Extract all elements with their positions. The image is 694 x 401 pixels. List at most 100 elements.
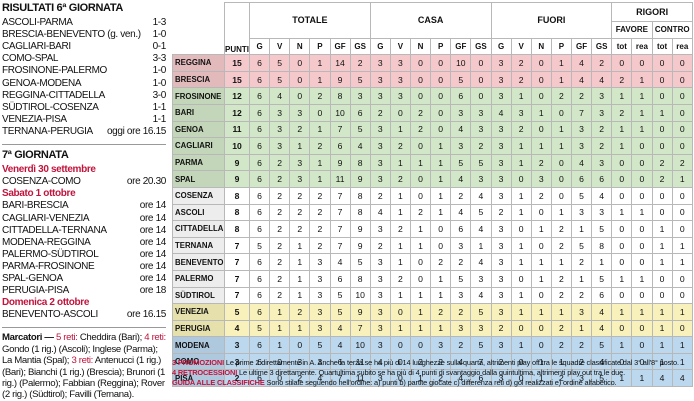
stat-cell: 1 bbox=[289, 269, 311, 288]
stat-cell: 1 bbox=[389, 203, 412, 222]
stat-cell: 2 bbox=[611, 103, 633, 122]
stat-cell: 8 bbox=[349, 269, 371, 288]
stat-cell: 3 bbox=[289, 103, 311, 122]
score: 1-0 bbox=[152, 65, 167, 77]
stat-cell: 3 bbox=[490, 87, 512, 105]
stat-cell: 3 bbox=[591, 203, 613, 222]
team-name: FROSINONE bbox=[172, 87, 225, 105]
stat-cell: 3 bbox=[570, 303, 593, 321]
stat-cell: 1 bbox=[611, 303, 633, 321]
stat-cell: 1 bbox=[651, 236, 673, 255]
points: 15 bbox=[224, 70, 250, 89]
team-row: COSENZA 8 6 2 2 2 7 8 2 1 0 1 2 4 3 1 2 0 5 4 0 0 0 0 bbox=[172, 186, 694, 205]
points: 8 bbox=[224, 186, 250, 205]
stat-cell: 3 bbox=[470, 120, 492, 139]
stat-cell: 6 bbox=[248, 336, 271, 354]
stat-cell: 2 bbox=[309, 220, 331, 238]
stat-cell: 0 bbox=[611, 319, 633, 338]
stat-cell: 1 bbox=[409, 236, 432, 255]
stat-cell: 0 bbox=[550, 186, 573, 205]
match: BENEVENTO-ASCOLI bbox=[2, 309, 98, 321]
stat-cell: 2 bbox=[269, 203, 291, 222]
points: 15 bbox=[224, 54, 250, 72]
stat-cell: 9 bbox=[349, 236, 371, 255]
stat-cell: 0 bbox=[289, 70, 311, 89]
stat-cell: 1 bbox=[289, 236, 311, 255]
stat-cell: 2 bbox=[550, 286, 573, 305]
stat-cell: 0 bbox=[651, 203, 673, 222]
stat-cell: 1 bbox=[611, 269, 633, 288]
scorer-names: Gondo (1 rig.) (Ascoli); Inglese (Parma)… bbox=[2, 343, 158, 367]
fixture-row: BARI-BRESCIA ore 14 bbox=[2, 200, 166, 212]
column-header: GF bbox=[329, 37, 351, 56]
stat-cell: 3 bbox=[309, 319, 331, 338]
team-row: PARMA 9 6 2 3 1 9 8 3 1 1 1 5 5 3 1 2 0 4 3 0 0 2 2 bbox=[172, 153, 694, 172]
stat-cell: 1 bbox=[269, 336, 291, 354]
stat-cell: 4 bbox=[450, 120, 472, 139]
column-header: G bbox=[490, 37, 512, 56]
stat-cell: 0 bbox=[611, 286, 633, 305]
match: BARI-BRESCIA bbox=[2, 200, 69, 212]
stat-cell: 6 bbox=[329, 137, 351, 155]
stat-cell: 2 bbox=[269, 186, 291, 205]
stat-cell: 6 bbox=[248, 153, 271, 172]
stat-cell: 0 bbox=[530, 236, 552, 255]
team-name: ASCOLI bbox=[172, 203, 225, 222]
stat-cell: 1 bbox=[510, 153, 532, 172]
stat-cell: 3 bbox=[490, 269, 512, 288]
stat-cell: 3 bbox=[591, 153, 613, 172]
fixture-row: BENEVENTO-ASCOLI ore 16.15 bbox=[2, 309, 166, 321]
stat-cell: 5 bbox=[450, 153, 472, 172]
time: ore 14 bbox=[139, 224, 167, 236]
time: ore 14 bbox=[139, 200, 167, 212]
stat-cell: 7 bbox=[329, 120, 351, 139]
stat-cell: 2 bbox=[591, 120, 613, 139]
stat-cell: 1 bbox=[510, 286, 532, 305]
note-text: Le prime 2 direttamente in A. Anche la t… bbox=[225, 358, 679, 367]
match: COSENZA-COMO bbox=[2, 176, 81, 188]
stat-cell: 0 bbox=[631, 170, 653, 188]
group-header: FUORI bbox=[490, 2, 613, 39]
stat-cell: 1 bbox=[510, 203, 532, 222]
stat-cell: 4 bbox=[470, 286, 492, 305]
column-header: GF bbox=[570, 37, 593, 56]
stat-cell: 3 bbox=[309, 303, 331, 321]
points: 9 bbox=[224, 153, 250, 172]
stat-cell: 2 bbox=[570, 286, 593, 305]
stat-cell: 0 bbox=[671, 220, 694, 238]
stat-cell: 3 bbox=[510, 103, 532, 122]
team-row: VENEZIA 5 6 1 2 3 5 9 3 0 1 2 2 5 3 1 1 1 3 4 1 1 1 1 bbox=[172, 303, 694, 321]
stat-cell: 4 bbox=[450, 203, 472, 222]
stat-cell: 0 bbox=[631, 220, 653, 238]
stat-cell: 1 bbox=[309, 54, 331, 72]
stat-cell: 3 bbox=[369, 319, 391, 338]
column-header: rea bbox=[631, 37, 653, 56]
stat-cell: 2 bbox=[289, 186, 311, 205]
goals-label: 4 reti: bbox=[144, 332, 166, 344]
stat-cell: 2 bbox=[269, 269, 291, 288]
score: 3-3 bbox=[152, 53, 167, 65]
stat-cell: 1 bbox=[651, 103, 673, 122]
stat-cell: 0 bbox=[611, 186, 633, 205]
stat-cell: 1 bbox=[389, 120, 412, 139]
stat-cell: 6 bbox=[248, 220, 271, 238]
stat-cell: 0 bbox=[631, 319, 653, 338]
stat-cell: 3 bbox=[389, 70, 412, 89]
stat-cell: 1 bbox=[550, 253, 573, 271]
stat-cell: 1 bbox=[430, 153, 452, 172]
stat-cell: 1 bbox=[510, 336, 532, 354]
stat-cell: 3 bbox=[369, 269, 391, 288]
stat-cell: 2 bbox=[309, 236, 331, 255]
stat-cell: 6 bbox=[248, 269, 271, 288]
stat-cell: 3 bbox=[269, 137, 291, 155]
day-label: Sabato 1 ottobre bbox=[2, 188, 76, 200]
stat-cell: 5 bbox=[329, 303, 351, 321]
stat-cell: 9 bbox=[329, 153, 351, 172]
stat-cell: 0 bbox=[510, 170, 532, 188]
corner bbox=[172, 2, 225, 55]
stat-cell: 4 bbox=[329, 319, 351, 338]
match: GENOA-MODENA bbox=[2, 77, 82, 89]
column-header: GS bbox=[591, 37, 613, 56]
stat-cell: 2 bbox=[289, 203, 311, 222]
stat-cell: 8 bbox=[329, 87, 351, 105]
